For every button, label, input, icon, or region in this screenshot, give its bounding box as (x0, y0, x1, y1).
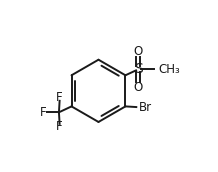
Text: F: F (40, 106, 46, 119)
Text: F: F (56, 91, 63, 104)
Text: O: O (133, 81, 143, 94)
Text: F: F (56, 120, 63, 133)
Text: CH₃: CH₃ (158, 63, 180, 76)
Text: Br: Br (139, 101, 152, 114)
Text: O: O (133, 45, 143, 58)
Text: S: S (134, 62, 142, 76)
